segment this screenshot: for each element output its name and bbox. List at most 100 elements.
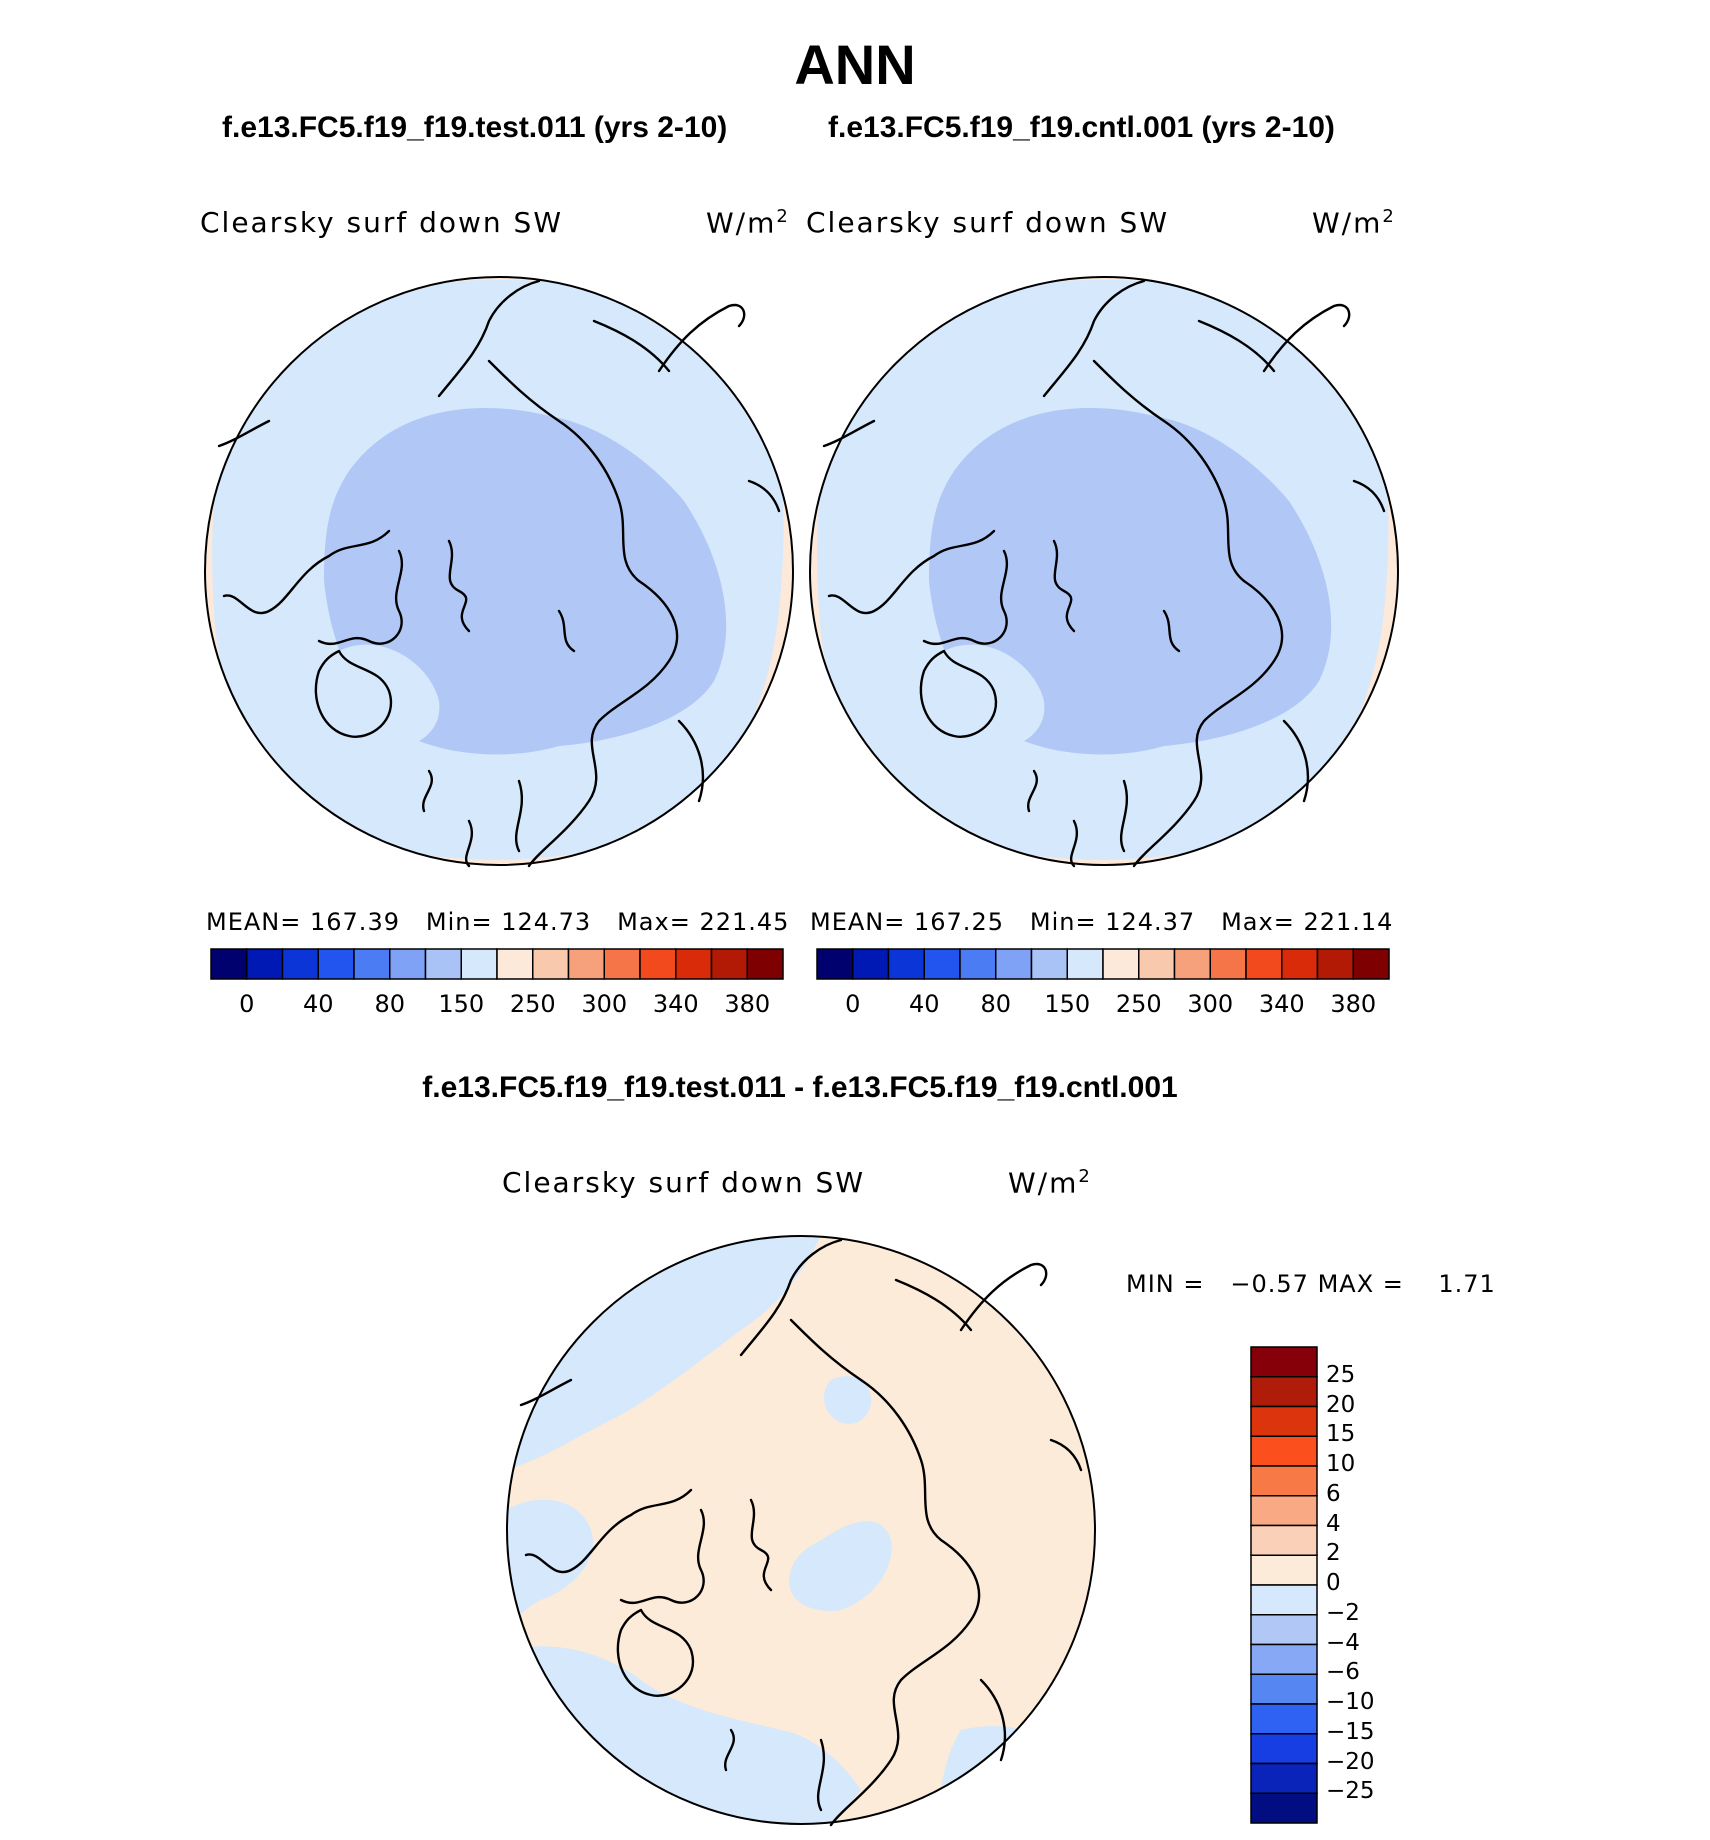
colorbar-swatch <box>675 948 713 980</box>
colorbar-tick-label: 150 <box>1044 990 1091 1018</box>
colorbar-tick-label: 6 <box>1326 1480 1341 1507</box>
colorbar-swatch <box>460 948 498 980</box>
colorbar-tick-label: 150 <box>438 990 485 1018</box>
colorbar-swatch <box>1250 1762 1318 1794</box>
colorbar-tick-label: −6 <box>1326 1659 1360 1686</box>
colorbar-swatch <box>353 948 391 980</box>
map-border <box>506 1235 1096 1825</box>
colorbar-tick-label: 2 <box>1326 1540 1341 1567</box>
colorbar-swatch <box>1138 948 1176 980</box>
greenland-pocket-fill <box>325 644 440 752</box>
map-border <box>809 276 1399 866</box>
colorbar-swatch <box>246 948 284 980</box>
colorbar-swatch <box>1250 1376 1318 1408</box>
polar-map-test <box>204 276 794 868</box>
colorbar-swatch <box>1316 948 1354 980</box>
difference-units: W/m2 <box>1008 1166 1092 1200</box>
coastlines <box>217 279 781 868</box>
colorbar-swatch <box>1250 1495 1318 1527</box>
difference-minmax: MIN = −0.57 MAX = 1.71 <box>1126 1270 1496 1298</box>
difference-title: f.e13.FC5.f19_f19.test.011 - f.e13.FC5.f… <box>422 1071 1178 1104</box>
colorbar-control <box>816 948 1390 980</box>
colorbar-swatch <box>1250 1614 1318 1646</box>
panel-1-variable-label: Clearsky surf down SW <box>200 206 564 239</box>
colorbar-tick-label: 300 <box>1187 990 1234 1018</box>
colorbar-swatch <box>567 948 605 980</box>
colorbar-tick-label: 10 <box>1326 1451 1356 1477</box>
colorbar-tick-label: 380 <box>1330 990 1377 1018</box>
case-title-control: f.e13.FC5.f19_f19.cntl.001 (yrs 2-10) <box>828 111 1335 144</box>
colorbar-tick-label: −10 <box>1326 1689 1375 1715</box>
colorbar-swatch <box>1209 948 1247 980</box>
colorbar-swatch <box>1030 948 1068 980</box>
panel-1-units: W/m2 <box>706 206 790 240</box>
colorbar-swatch <box>1066 948 1104 980</box>
map-border <box>204 276 794 866</box>
colorbar-swatch <box>496 948 534 980</box>
colorbar-swatch <box>887 948 925 980</box>
colorbar-difference <box>1250 1346 1318 1824</box>
colorbar-tick-label: 80 <box>980 990 1012 1018</box>
main-title: ANN <box>794 33 916 96</box>
colorbar-swatch <box>1250 1733 1318 1765</box>
colorbar-tick-label: 40 <box>908 990 940 1018</box>
colorbar-swatch <box>1173 948 1211 980</box>
colorbar-swatch <box>1250 1554 1318 1586</box>
negative-region-west <box>507 1499 593 1630</box>
negative-region-north <box>824 1376 871 1424</box>
colorbar-swatch <box>1281 948 1319 980</box>
colorbar-swatch <box>1250 1673 1318 1705</box>
colorbar-swatch <box>816 948 854 980</box>
colorbar-swatch <box>959 948 997 980</box>
colorbar-swatch <box>603 948 641 980</box>
colorbar-swatch <box>424 948 462 980</box>
negative-region-central <box>789 1521 892 1611</box>
difference-variable-label: Clearsky surf down SW <box>502 1166 866 1199</box>
colorbar-tick-label: 80 <box>374 990 406 1018</box>
colorbar-swatch <box>1250 1792 1318 1824</box>
colorbar-swatch <box>210 948 248 980</box>
colorbar-swatch <box>1245 948 1283 980</box>
colorbar-tick-label: −20 <box>1326 1748 1375 1775</box>
colorbar-swatch <box>1250 1703 1318 1735</box>
colorbar-swatch <box>1250 1465 1318 1497</box>
colorbar-tick-label: 20 <box>1326 1391 1356 1418</box>
colorbar-tick-label: 300 <box>581 990 628 1018</box>
panel-2-variable-label: Clearsky surf down SW <box>806 206 1170 239</box>
case-title-test: f.e13.FC5.f19_f19.test.011 (yrs 2-10) <box>222 111 728 144</box>
colorbar-tick-label: 340 <box>1258 990 1305 1018</box>
colorbar-swatch <box>1250 1643 1318 1675</box>
colorbar-tick-label: 250 <box>509 990 556 1018</box>
colorbar-swatch <box>852 948 890 980</box>
colorbar-swatch <box>746 948 784 980</box>
polar-core-fill <box>324 408 727 755</box>
colorbar-tick-label: 380 <box>724 990 771 1018</box>
colorbar-swatch <box>281 948 319 980</box>
colorbar-swatch <box>1250 1524 1318 1556</box>
colorbar-tick-label: −2 <box>1326 1599 1360 1626</box>
colorbar-swatch <box>1250 1584 1318 1616</box>
colorbar-swatch <box>710 948 748 980</box>
colorbar-tick-label: 0 <box>1326 1570 1341 1596</box>
colorbar-tick-label: 4 <box>1326 1510 1341 1537</box>
colorbar-tick-label: 40 <box>302 990 334 1018</box>
colorbar-swatch <box>995 948 1033 980</box>
panel-1-stats: MEAN= 167.39 Min= 124.73 Max= 221.45 <box>206 908 790 936</box>
greenland-pocket-fill <box>930 644 1045 752</box>
panel-2-stats: MEAN= 167.25 Min= 124.37 Max= 221.14 <box>810 908 1394 936</box>
coastlines <box>822 279 1386 868</box>
coastlines <box>519 1238 1083 1827</box>
colorbar-swatch <box>1352 948 1390 980</box>
colorbar-tick-label: 0 <box>239 990 255 1018</box>
colorbar-swatch <box>389 948 427 980</box>
polar-map-difference <box>506 1235 1096 1827</box>
negative-region-south <box>931 1726 1095 1824</box>
colorbar-tick-label: 15 <box>1326 1421 1356 1448</box>
panel-2-units: W/m2 <box>1312 206 1396 240</box>
polar-map-control <box>809 276 1399 868</box>
colorbar-swatch <box>639 948 677 980</box>
colorbar-tick-label: 0 <box>845 990 861 1018</box>
colorbar-swatch <box>923 948 961 980</box>
colorbar-swatch <box>317 948 355 980</box>
colorbar-swatch <box>1250 1435 1318 1467</box>
